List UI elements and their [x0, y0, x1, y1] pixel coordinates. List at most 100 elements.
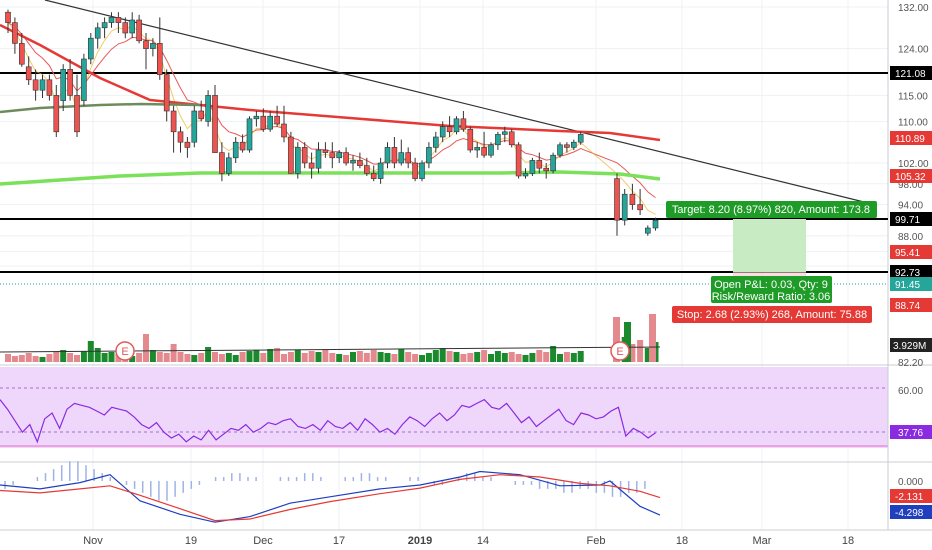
time-tick-label: 18: [842, 535, 854, 547]
candle-body: [274, 115, 280, 125]
volume-bar: [239, 352, 246, 362]
time-tick-label: 19: [185, 535, 197, 547]
volume-bar: [274, 348, 281, 362]
volume-bar: [363, 353, 370, 362]
svg-text:Risk/Reward Ratio: 3.06: Risk/Reward Ratio: 3.06: [712, 291, 831, 303]
moving-averages: [0, 22, 661, 215]
earnings-marker[interactable]: E: [115, 341, 135, 361]
candle-body: [467, 128, 474, 151]
candle-body: [212, 95, 218, 153]
svg-text:Stop: 2.68 (2.93%) 268, Amount: Stop: 2.68 (2.93%) 268, Amount: 75.88: [677, 309, 867, 321]
price-badge: [890, 298, 932, 312]
volume-bar: [143, 334, 149, 362]
price-tick-label: 88.00: [898, 232, 923, 243]
volume-bar: [25, 353, 32, 362]
candle-body: [25, 66, 32, 81]
macd-badge: [890, 489, 932, 503]
volume-bar: [136, 353, 143, 362]
macd-badge-label: -2.131: [895, 492, 924, 503]
volume-bar: [246, 351, 253, 362]
macd-pane: [0, 461, 661, 523]
time-tick-label: 14: [477, 535, 489, 547]
volume-bar: [467, 353, 474, 362]
volume-bar: [563, 352, 570, 362]
candle-body: [163, 74, 170, 112]
time-axis[interactable]: Nov 19 Dec 17 2019 14 Feb 18 Mar 18: [83, 535, 854, 547]
open-pl-label[interactable]: Open P&L: 0.03, Qty: 9 Risk/Reward Ratio…: [711, 276, 832, 303]
volume-bar: [629, 344, 636, 362]
time-tick-label: 2019: [408, 535, 432, 547]
candle-body: [481, 147, 487, 156]
rsi-badge: [890, 425, 932, 439]
volume-bar: [191, 355, 198, 362]
volume-bar: [343, 355, 350, 362]
candle-body: [150, 43, 156, 49]
time-tick-label: Feb: [587, 535, 606, 547]
candle-body: [12, 22, 18, 44]
rsi-band: [0, 367, 888, 448]
candle-body: [267, 115, 274, 130]
volume-bar: [453, 352, 460, 362]
volume-bar: [439, 348, 446, 362]
target-zone[interactable]: [733, 219, 806, 272]
price-badge: [890, 212, 932, 226]
price-badge: [890, 245, 932, 259]
candle-body: [426, 147, 432, 164]
price-badge: [890, 66, 932, 80]
candle-body: [474, 147, 481, 151]
volume-bar: [481, 350, 488, 362]
candle-body: [219, 152, 225, 174]
volume-bar: [218, 354, 225, 362]
volume-bar: [624, 322, 631, 362]
candle-body: [350, 160, 356, 164]
price-axis[interactable]: 132.00 124.00 115.00 110.00 102.00 98.00 94.00…: [890, 3, 932, 519]
volume-bar: [536, 350, 543, 362]
candle-body: [621, 193, 628, 221]
candle-body: [501, 131, 508, 135]
candle-body: [577, 134, 584, 143]
earnings-marker[interactable]: E: [610, 341, 630, 361]
price-badge-label: 105.32: [895, 172, 926, 183]
candle-body: [18, 43, 25, 65]
svg-text:Open P&L: 0.03, Qty: 9: Open P&L: 0.03, Qty: 9: [714, 279, 828, 291]
candle-body: [122, 22, 129, 34]
volume-ma-line: [0, 346, 661, 353]
volume-bar: [398, 349, 405, 362]
volume-bar: [644, 348, 651, 362]
time-tick-label: Nov: [83, 535, 103, 547]
rsi-line: [0, 398, 656, 444]
volume-bar: [212, 352, 218, 362]
candle-body: [570, 141, 577, 148]
volume-bar: [501, 353, 508, 362]
volume-bar: [80, 351, 87, 362]
svg-text:E: E: [616, 346, 623, 358]
candle-body: [652, 219, 659, 229]
ema-short-line: [7, 22, 656, 215]
candle-body: [543, 167, 550, 172]
volume-bar: [53, 352, 60, 362]
volume-bar: [184, 354, 191, 362]
target-label[interactable]: Target: 8.20 (8.97%) 820, Amount: 173.8: [666, 201, 877, 218]
volume-bar: [315, 352, 322, 362]
price-badge-label: 121.08: [895, 69, 926, 80]
candle-body: [5, 11, 11, 23]
candle-body: [67, 69, 73, 96]
candle-body: [322, 149, 329, 153]
candle-body: [412, 162, 418, 179]
sma-long-line: [0, 102, 201, 114]
volume-bar: [129, 356, 136, 362]
stop-label[interactable]: Stop: 2.68 (2.93%) 268, Amount: 75.88: [672, 306, 872, 323]
price-tick-label: 94.00: [898, 201, 923, 212]
candle-body: [32, 79, 39, 91]
price-badge: [890, 169, 932, 183]
volume-bar: [294, 350, 301, 362]
volume-bar: [267, 349, 274, 362]
trend-line[interactable]: [44, 0, 865, 203]
macd-badge: [890, 505, 932, 519]
signal-line: [0, 474, 661, 522]
volume-bar: [356, 351, 363, 362]
volume-bar: [322, 350, 329, 362]
volume-bar: [613, 317, 620, 362]
volume-bar: [177, 352, 184, 362]
